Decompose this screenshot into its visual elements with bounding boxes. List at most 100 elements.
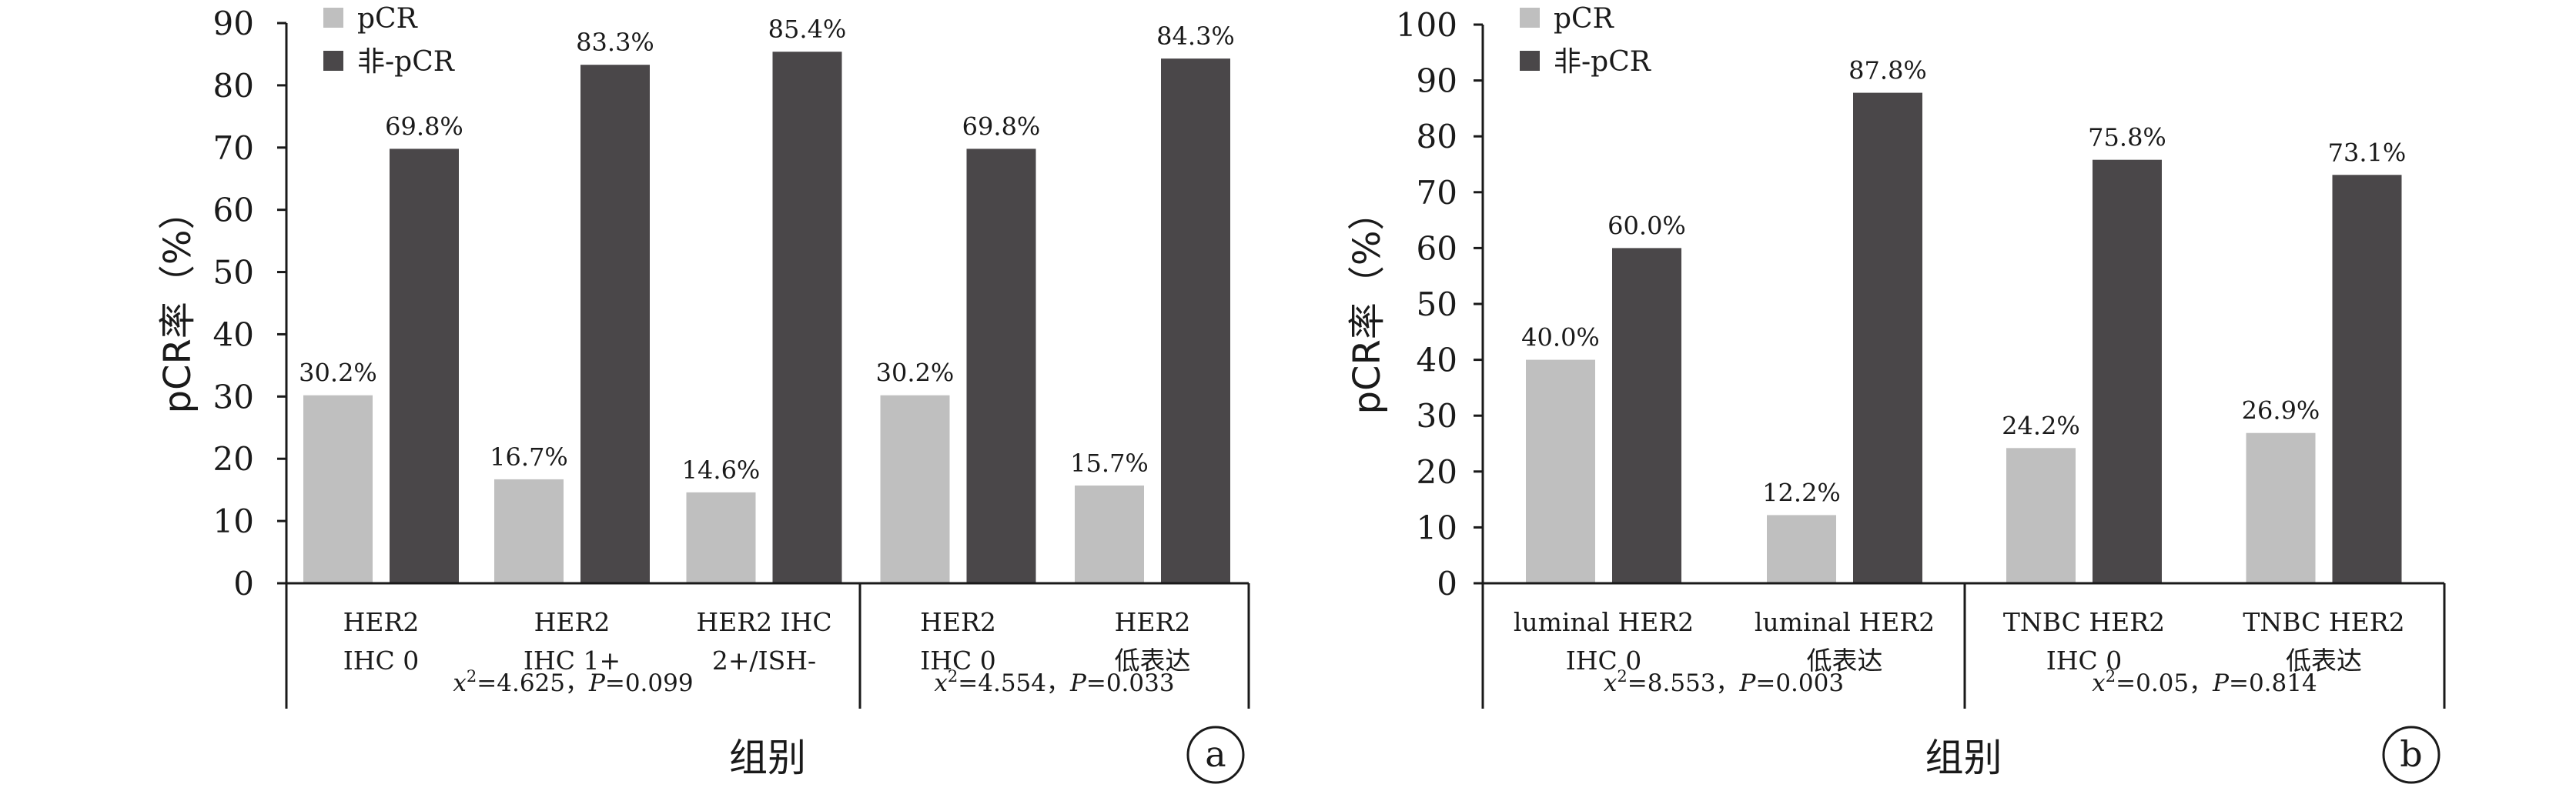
bar-non-pcr — [772, 52, 842, 584]
data-label: 69.8% — [385, 112, 463, 141]
bar-non-pcr — [2093, 159, 2162, 583]
statistic-part: =0.033 — [1086, 669, 1175, 697]
y-tick-label: 20 — [1417, 453, 1457, 491]
y-tick-label: 70 — [213, 129, 254, 167]
category-label: IHC 0 — [920, 646, 996, 676]
legend-label: pCR — [1554, 3, 1614, 35]
statistic-part: P — [588, 669, 606, 697]
bar-pcr — [494, 479, 564, 583]
statistic-part: =4.625， — [477, 669, 589, 697]
data-label: 73.1% — [2328, 138, 2407, 167]
y-tick-label: 50 — [1417, 285, 1457, 323]
bar-pcr — [2006, 448, 2076, 583]
y-tick-label: 60 — [213, 192, 254, 229]
data-label: 16.7% — [490, 442, 568, 472]
statistic-part: =0.814 — [2229, 669, 2317, 697]
legend-label: 非-pCR — [357, 46, 455, 78]
superscript-2: 2 — [948, 667, 958, 686]
superscript-2: 2 — [1617, 667, 1627, 686]
data-label: 85.4% — [768, 15, 847, 44]
category-label: 2+/ISH- — [712, 646, 816, 676]
category-label: 低表达 — [1115, 646, 1191, 676]
chart-panel-b: 0 10 20 30 40 50 60 70 80 90 100 pCR率（%） 40.0% 60.0% l… — [1346, 3, 2446, 784]
group-statistic: x2=8.553，P=0.003 — [1604, 667, 1844, 697]
y-axis-label: pCR率（%） — [1346, 194, 1389, 415]
category-label: HER2 IHC — [696, 607, 831, 637]
data-label: 24.2% — [2002, 411, 2080, 440]
y-tick-label: 10 — [1417, 509, 1457, 546]
y-tick-label: 100 — [1396, 6, 1457, 44]
bar-non-pcr — [1612, 248, 1681, 583]
category-label: HER2 — [920, 607, 996, 637]
y-tick-label: 80 — [1417, 118, 1457, 155]
bar-non-pcr — [1161, 58, 1230, 583]
bar-non-pcr — [390, 149, 459, 583]
y-tick-label: 20 — [213, 440, 254, 478]
statistic-part: x — [934, 669, 948, 697]
category-label: TNBC HER2 — [2003, 607, 2165, 637]
category-label: IHC 1+ — [524, 646, 621, 676]
category-label: TNBC HER2 — [2243, 607, 2404, 637]
y-tick-label: 50 — [213, 254, 254, 292]
y-tick-label: 10 — [213, 502, 254, 540]
data-label: 60.0% — [1607, 211, 1686, 240]
bar-pcr — [686, 492, 756, 583]
data-label: 15.7% — [1070, 449, 1149, 478]
group-statistic: x2=0.05，P=0.814 — [2092, 667, 2317, 697]
y-tick-label: 40 — [213, 315, 254, 353]
y-tick-label: 0 — [233, 565, 254, 602]
bar-pcr — [1075, 486, 1144, 583]
superscript-2: 2 — [2106, 667, 2116, 686]
superscript-2: 2 — [467, 667, 477, 686]
data-label: 87.8% — [1848, 56, 1927, 85]
panel-label-circle — [1186, 726, 1245, 784]
bar-pcr — [880, 395, 950, 583]
data-label: 83.3% — [576, 28, 654, 57]
legend-label: pCR — [357, 3, 418, 35]
y-tick-label: 30 — [1417, 397, 1457, 435]
legend-label: 非-pCR — [1554, 46, 1651, 78]
statistic-part: x — [1604, 669, 1618, 697]
data-label: 12.2% — [1762, 478, 1841, 507]
statistic-part: =8.553， — [1628, 669, 1740, 697]
category-label: IHC 0 — [2046, 646, 2123, 676]
data-label: 30.2% — [876, 359, 955, 388]
data-label: 84.3% — [1156, 22, 1235, 51]
y-tick-label: 80 — [213, 67, 254, 105]
data-label: 26.9% — [2242, 396, 2320, 426]
legend-swatch-pcr — [323, 8, 343, 28]
data-label: 75.8% — [2088, 123, 2166, 152]
legend-swatch-non-pcr — [1520, 51, 1540, 71]
statistic-part: =0.003 — [1755, 669, 1844, 697]
bar-pcr — [1767, 515, 1836, 583]
statistic-part: P — [1739, 669, 1757, 697]
y-tick-label: 0 — [1437, 565, 1457, 602]
x-axis-label: 组别 — [1925, 736, 2002, 780]
statistic-part: =0.05， — [2116, 669, 2213, 697]
panel-label: a — [1205, 733, 1226, 775]
category-label: luminal HER2 — [1514, 607, 1694, 637]
bar-non-pcr — [580, 65, 650, 583]
y-tick-label: 40 — [1417, 342, 1457, 379]
bar-pcr — [1526, 359, 1595, 583]
group-statistic: x2=4.625，P=0.099 — [453, 667, 693, 697]
x-axis-label: 组别 — [729, 736, 806, 780]
category-label: HER2 — [1115, 607, 1191, 637]
statistic-part: =0.099 — [605, 669, 694, 697]
bar-pcr — [2246, 432, 2316, 583]
category-label: HER2 — [534, 607, 611, 637]
y-axis-label: pCR率（%） — [156, 193, 199, 414]
statistic-part: P — [2212, 669, 2230, 697]
category-label: HER2 — [343, 607, 420, 637]
y-tick-label: 90 — [213, 5, 254, 42]
bar-non-pcr — [2332, 175, 2402, 583]
y-tick-label: 30 — [213, 378, 254, 416]
data-label: 30.2% — [299, 359, 377, 388]
data-label: 69.8% — [962, 112, 1041, 141]
group-statistic: x2=4.554，P=0.033 — [934, 667, 1174, 697]
category-label: luminal HER2 — [1755, 607, 1935, 637]
statistic-part: =4.554， — [958, 669, 1070, 697]
chart-panel-a: 0 10 20 30 40 50 60 70 80 90 pCR率（%） 30.2% 69.8% HER2… — [156, 3, 1250, 784]
